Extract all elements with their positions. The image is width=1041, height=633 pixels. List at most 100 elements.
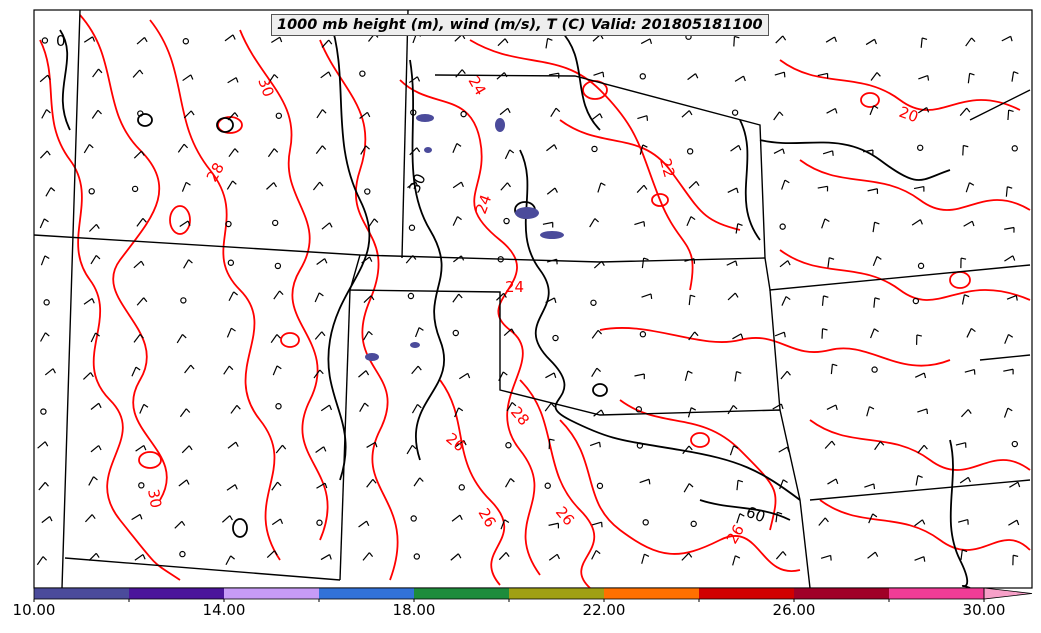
wind-barb <box>363 295 375 304</box>
wind-barb <box>687 73 699 81</box>
wind-barb <box>917 444 928 454</box>
wind-barb <box>641 293 653 300</box>
temp-label: 24 <box>505 278 524 296</box>
wind-barb <box>40 332 50 342</box>
wind-barb <box>634 220 646 227</box>
wind-barb <box>778 446 790 453</box>
wind-barb <box>1004 333 1014 344</box>
wind-barb <box>271 36 283 44</box>
wind-barb <box>363 331 373 341</box>
colorbar-tick-marks <box>33 599 985 602</box>
wind-barb <box>874 441 885 451</box>
wind-barb <box>733 35 740 47</box>
wind-barb <box>139 403 149 414</box>
wind-barb <box>316 258 328 265</box>
temp-label: 20 <box>897 103 921 126</box>
calm-wind-circle <box>43 299 50 306</box>
wind-barb <box>36 556 48 566</box>
wind-barb <box>915 475 923 486</box>
wind-barb <box>550 107 561 117</box>
calm-wind-circle <box>731 109 739 116</box>
wind-barb <box>496 72 508 80</box>
wind-barb <box>500 519 510 530</box>
wind-barb <box>773 148 785 154</box>
calm-wind-circle <box>1011 440 1019 448</box>
wind-barb <box>735 223 743 234</box>
wind-barb <box>913 185 925 192</box>
wind-barb <box>967 72 975 84</box>
wind-barb <box>181 181 191 192</box>
wind-barb <box>266 550 278 559</box>
wind-barb <box>366 441 378 448</box>
calm-wind-circle <box>41 37 49 44</box>
calm-wind-circle <box>179 550 186 558</box>
calm-wind-circle <box>131 185 139 193</box>
wind-barb <box>227 441 239 449</box>
wind-barb <box>227 112 239 121</box>
wind-barb <box>827 478 839 485</box>
wind-barb <box>314 331 326 340</box>
wind-barb <box>39 218 49 229</box>
wind-barb <box>681 110 693 118</box>
wind-barb <box>498 371 508 382</box>
colorbar-segment <box>509 588 605 599</box>
wind-barb <box>870 72 881 81</box>
wind-barb <box>506 401 517 412</box>
wind-barb <box>546 187 558 195</box>
wind-barb <box>545 372 557 379</box>
calm-wind-circle <box>917 262 925 270</box>
wind-barb <box>91 109 102 119</box>
calm-wind-circle <box>180 297 187 304</box>
wind-barb <box>90 402 102 410</box>
wind-barb <box>133 334 144 343</box>
colorbar-segment <box>319 588 415 599</box>
wind-barb <box>136 217 147 227</box>
wind-barb <box>684 370 693 381</box>
calm-wind-circle <box>88 188 95 195</box>
calm-wind-circle <box>182 38 190 45</box>
calm-wind-circle <box>227 259 235 266</box>
wind-barb <box>407 181 419 189</box>
calm-wind-circle <box>275 112 283 119</box>
wind-barb <box>450 553 462 561</box>
wind-barb <box>268 74 279 84</box>
wind-barb <box>775 511 783 523</box>
wind-barb <box>226 180 237 190</box>
wind-barb <box>730 144 742 152</box>
wind-barb <box>820 554 832 561</box>
calm-wind-circle <box>274 262 282 270</box>
wind-barb <box>90 445 102 453</box>
wind-barbs <box>36 33 1021 566</box>
wind-barb <box>90 332 100 343</box>
temp-label: 24 <box>472 192 495 216</box>
wind-barb <box>966 327 976 338</box>
wind-barb <box>90 254 101 265</box>
wind-barb <box>184 364 195 374</box>
wind-barb <box>545 297 557 304</box>
wind-barb <box>1005 186 1013 197</box>
wind-barb <box>682 445 693 455</box>
wind-barb <box>775 551 787 560</box>
wind-barb <box>358 370 370 378</box>
wind-barb <box>84 514 96 523</box>
wind-barb <box>920 37 928 48</box>
wind-barb <box>914 372 927 379</box>
wind-barb <box>176 334 187 344</box>
wind-barb <box>734 370 742 382</box>
wind-barb <box>266 182 277 190</box>
wind-barb <box>88 223 100 232</box>
wind-barb <box>316 109 327 119</box>
wind-barb <box>83 298 95 305</box>
colorbar-tick-label: 30.00 <box>962 601 1006 619</box>
wind-barb <box>133 260 145 269</box>
wind-barb <box>917 408 929 415</box>
calm-wind-markers <box>40 33 1019 560</box>
wind-barb <box>270 334 281 344</box>
wind-barb <box>914 556 926 562</box>
wind-barb <box>179 408 191 418</box>
wind-barb <box>366 478 377 488</box>
wind-barb <box>455 440 467 448</box>
temperature-contours <box>39 14 1031 589</box>
wind-barb <box>83 143 94 154</box>
wind-barb <box>406 444 417 455</box>
